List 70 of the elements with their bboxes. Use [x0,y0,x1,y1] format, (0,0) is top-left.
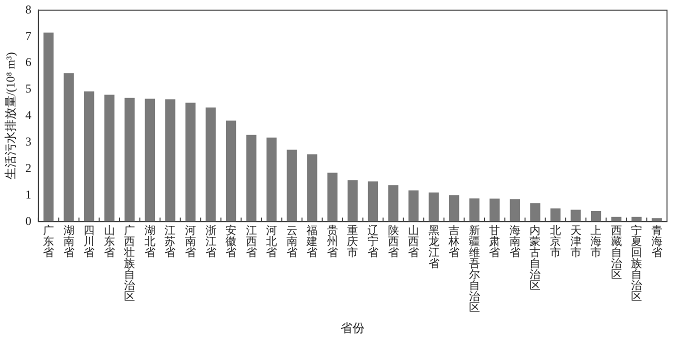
x-tick-label: 吉林省 [448,224,460,259]
x-tick-label: 河北省 [266,224,278,259]
bar [530,203,540,222]
y-tick-label: 1 [25,187,32,202]
bar [570,210,581,222]
y-tick-label: 3 [25,134,32,148]
bar [428,192,439,222]
y-tick-label: 4 [25,108,32,122]
y-axis-title: 生活污水排放量/(10⁸ m³) [3,52,18,180]
y-tick-label: 6 [25,55,32,70]
x-tick-label: 黑龙江省 [428,224,440,270]
x-tick-label: 陕西省 [388,224,399,259]
bar [449,195,460,222]
x-tick-label: 辽宁省 [367,224,378,259]
bar [144,98,155,222]
bar [185,102,196,222]
x-tick-label: 北京市 [550,224,561,259]
bar [510,199,520,222]
x-tick-label: 甘肃省 [489,224,500,259]
bar [124,98,135,222]
bar [266,138,277,222]
bar [104,94,114,222]
x-tick-label: 广东省 [43,224,54,259]
x-tick-label: 江苏省 [164,224,176,259]
x-tick-label: 福建省 [306,224,318,259]
bar [246,134,256,222]
bar [64,73,74,222]
x-tick-label: 江西省 [246,224,257,259]
x-tick-label: 浙江省 [205,224,216,259]
y-tick-label: 8 [25,2,32,16]
x-tick-label: 湖北省 [144,224,156,259]
x-axis-title: 省份 [340,320,365,335]
bar [550,208,561,222]
x-tick-label: 上海市 [590,224,602,259]
bar [490,198,500,222]
bar [307,154,318,222]
x-tick-label: 重庆市 [347,224,358,259]
x-tick-label: 云南省 [286,224,298,259]
y-tick-label: 5 [25,82,32,96]
bar [165,99,176,222]
bar [408,190,419,222]
y-tick-label: 2 [25,160,32,175]
y-tick-label: 0 [25,214,32,228]
bar [226,120,236,222]
x-tick-label: 宁夏回族自治区 [631,224,642,303]
x-tick-label: 山西省 [408,224,420,259]
x-tick-label: 海南省 [509,224,520,259]
x-tick-label: 内蒙古自治区 [530,224,541,292]
bar [286,150,297,222]
bar [84,91,94,222]
x-tick-label: 青海省 [651,224,662,259]
bar [368,181,378,222]
x-tick-label: 河南省 [184,224,196,259]
bar [388,185,398,222]
x-tick-label: 新疆维吾尔自治区 [468,224,480,314]
x-tick-label: 天津市 [570,224,582,259]
bar [206,107,216,222]
bar [348,180,358,222]
bar [327,172,338,222]
y-tick-label: 7 [25,28,32,43]
x-tick-label: 湖南省 [63,224,74,259]
bar [43,32,54,222]
x-tick-label: 西藏自治区 [610,224,622,281]
x-tick-label: 广西壮族自治区 [123,224,136,303]
x-tick-label: 贵州省 [326,224,338,259]
bar [590,211,602,222]
x-tick-label: 安徽省 [226,224,237,259]
x-tick-label: 四川省 [84,224,95,259]
bar [469,198,480,222]
x-tick-label: 山东省 [104,224,115,259]
